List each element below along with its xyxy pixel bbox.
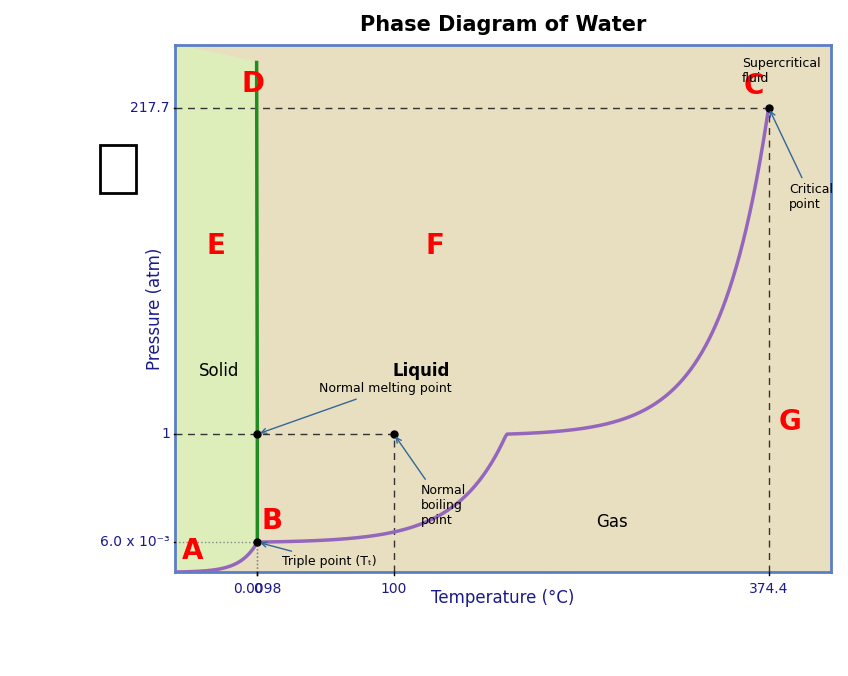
- X-axis label: Temperature (°C): Temperature (°C): [432, 589, 575, 607]
- Text: 0.0098: 0.0098: [233, 582, 282, 596]
- Text: Normal
boiling
point: Normal boiling point: [396, 437, 466, 527]
- Text: E: E: [207, 232, 226, 260]
- Text: D: D: [242, 70, 265, 98]
- Text: Normal melting point: Normal melting point: [261, 383, 451, 433]
- Text: Supercritical
fluid: Supercritical fluid: [742, 57, 821, 85]
- Text: 374.4: 374.4: [749, 582, 789, 596]
- Text: 100: 100: [381, 582, 407, 596]
- Text: Liquid: Liquid: [393, 362, 450, 381]
- FancyBboxPatch shape: [100, 145, 136, 193]
- Text: F: F: [426, 232, 444, 260]
- Text: Critical
point: Critical point: [770, 112, 833, 211]
- Polygon shape: [176, 45, 831, 573]
- Text: 0: 0: [253, 582, 262, 596]
- Text: B: B: [261, 506, 282, 535]
- Text: Triple point (Tₜ): Triple point (Tₜ): [261, 542, 377, 568]
- Title: Phase Diagram of Water: Phase Diagram of Water: [360, 15, 646, 35]
- Text: Gas: Gas: [596, 513, 628, 531]
- Polygon shape: [176, 45, 257, 572]
- Text: C: C: [744, 72, 764, 100]
- Text: 6.0 x 10⁻³: 6.0 x 10⁻³: [100, 535, 170, 549]
- Y-axis label: Pressure (atm): Pressure (atm): [146, 247, 165, 370]
- Text: A: A: [182, 537, 204, 564]
- Text: 217.7: 217.7: [131, 101, 170, 115]
- Text: Solid: Solid: [199, 362, 239, 381]
- Text: 1: 1: [161, 427, 170, 441]
- Text: G: G: [778, 408, 801, 435]
